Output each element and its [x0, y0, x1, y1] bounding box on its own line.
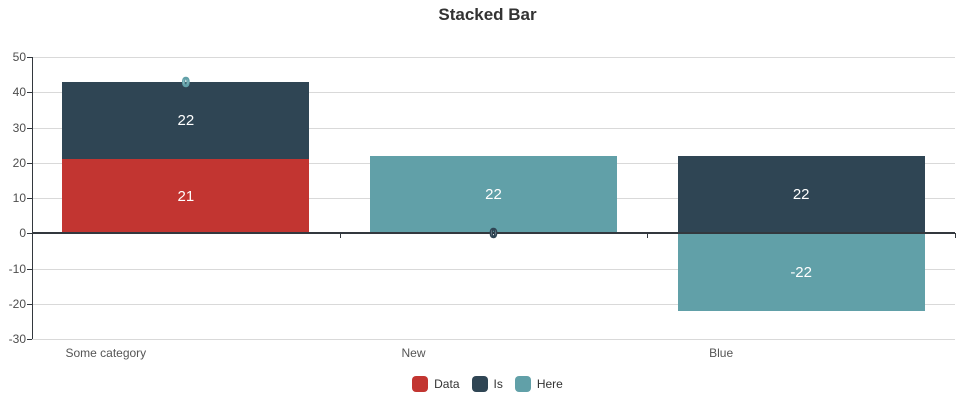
y-axis-label: 50 [12, 50, 26, 64]
x-axis-label: Some category [65, 346, 147, 360]
legend-item-here[interactable]: Here [514, 376, 563, 392]
legend-label: Here [536, 377, 563, 391]
y-axis-tick [27, 198, 32, 199]
y-axis-tick [27, 162, 32, 164]
legend-swatch-here [514, 376, 531, 392]
y-axis-tick [27, 303, 32, 305]
x-axis-tick [955, 233, 956, 239]
x-axis-tick [647, 233, 649, 239]
y-axis-label: 0 [19, 226, 26, 241]
y-axis-tick [27, 268, 32, 270]
bar-segment-here[interactable] [370, 155, 617, 234]
bar-segment-label: 22 [177, 111, 195, 129]
legend: Data Is Here [0, 376, 975, 392]
legend-label: Is [493, 377, 503, 391]
legend-swatch-data [412, 376, 429, 392]
x-axis-label: New [401, 346, 426, 360]
y-axis-tick [27, 339, 32, 340]
y-axis-tick [27, 57, 32, 58]
bar-segment-label: 22 [485, 185, 502, 203]
gridline [32, 92, 955, 94]
bar-segment-is[interactable] [677, 155, 925, 234]
chart-title: Stacked Bar [438, 5, 537, 24]
zero-value-label: 0 [489, 225, 498, 241]
y-axis-label: 20 [12, 155, 26, 170]
bar-segment-here[interactable] [677, 233, 925, 311]
x-axis-tick [339, 233, 341, 239]
gridline [32, 303, 955, 305]
y-axis-line [32, 57, 33, 339]
legend-swatch-is [471, 376, 488, 392]
zero-value-label: 0 [181, 74, 190, 90]
y-axis-tick [27, 92, 32, 94]
zero-axis-line [32, 232, 955, 235]
gridline [32, 57, 955, 58]
y-axis-label: 10 [12, 191, 26, 205]
y-axis-label: -30 [8, 332, 26, 346]
gridline [32, 339, 955, 340]
y-axis-tick [27, 127, 32, 129]
x-axis-label: Blue [709, 346, 734, 360]
y-axis-label: -20 [8, 296, 26, 311]
gridline [32, 127, 955, 129]
bar-segment-is[interactable] [62, 81, 310, 160]
legend-item-data[interactable]: Data [412, 376, 460, 392]
y-axis-label: 40 [12, 85, 26, 100]
gridline [32, 268, 955, 270]
bar-segment-label: 21 [177, 187, 195, 205]
bar-segment-label: 22 [792, 185, 810, 203]
y-axis-label: -10 [8, 261, 26, 276]
legend-item-is[interactable]: Is [471, 376, 503, 392]
y-axis-tick [27, 233, 32, 235]
y-axis-label: 30 [12, 120, 26, 135]
legend-label: Data [434, 377, 460, 391]
bar-segment-label: -22 [790, 263, 812, 281]
bar-segment-data[interactable] [62, 159, 310, 234]
